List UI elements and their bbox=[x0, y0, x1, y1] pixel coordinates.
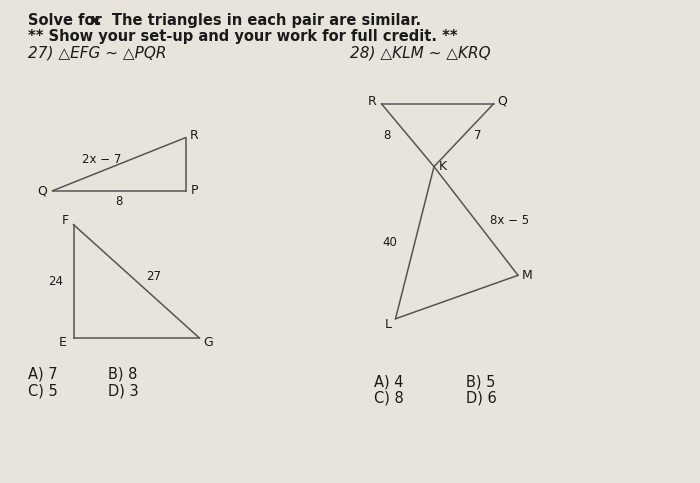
Text: 8: 8 bbox=[116, 195, 122, 208]
Text: R: R bbox=[368, 95, 377, 108]
Text: B) 8: B) 8 bbox=[108, 367, 138, 382]
Text: B) 5: B) 5 bbox=[466, 374, 495, 389]
Text: C) 5: C) 5 bbox=[28, 384, 57, 399]
Text: D) 3: D) 3 bbox=[108, 384, 139, 399]
Text: 8x − 5: 8x − 5 bbox=[490, 214, 529, 227]
Text: 28) △KLM ~ △KRQ: 28) △KLM ~ △KRQ bbox=[350, 45, 491, 61]
Text: 27: 27 bbox=[146, 270, 162, 283]
Text: 2x − 7: 2x − 7 bbox=[82, 153, 121, 166]
Text: P: P bbox=[191, 185, 198, 197]
Text: ** Show your set-up and your work for full credit. **: ** Show your set-up and your work for fu… bbox=[28, 28, 458, 44]
Text: 7: 7 bbox=[474, 129, 482, 142]
Text: L: L bbox=[385, 318, 392, 331]
Text: x: x bbox=[90, 13, 99, 28]
Text: 27) △EFG ~ △PQR: 27) △EFG ~ △PQR bbox=[28, 45, 167, 61]
Text: F: F bbox=[62, 214, 69, 227]
Text: A) 7: A) 7 bbox=[28, 367, 57, 382]
Text: 40: 40 bbox=[383, 236, 398, 249]
Text: G: G bbox=[204, 337, 214, 349]
Text: M: M bbox=[522, 269, 533, 282]
Text: D) 6: D) 6 bbox=[466, 391, 496, 406]
Text: 8: 8 bbox=[383, 129, 391, 142]
Text: 24: 24 bbox=[48, 275, 64, 288]
Text: Q: Q bbox=[37, 185, 47, 197]
Text: E: E bbox=[59, 337, 67, 349]
Text: K: K bbox=[439, 160, 447, 173]
Text: A) 4: A) 4 bbox=[374, 374, 404, 389]
Text: C) 8: C) 8 bbox=[374, 391, 405, 406]
Text: Q: Q bbox=[498, 95, 508, 108]
Text: R: R bbox=[190, 129, 198, 142]
Text: .  The triangles in each pair are similar.: . The triangles in each pair are similar… bbox=[96, 13, 421, 28]
Text: Solve for: Solve for bbox=[28, 13, 107, 28]
